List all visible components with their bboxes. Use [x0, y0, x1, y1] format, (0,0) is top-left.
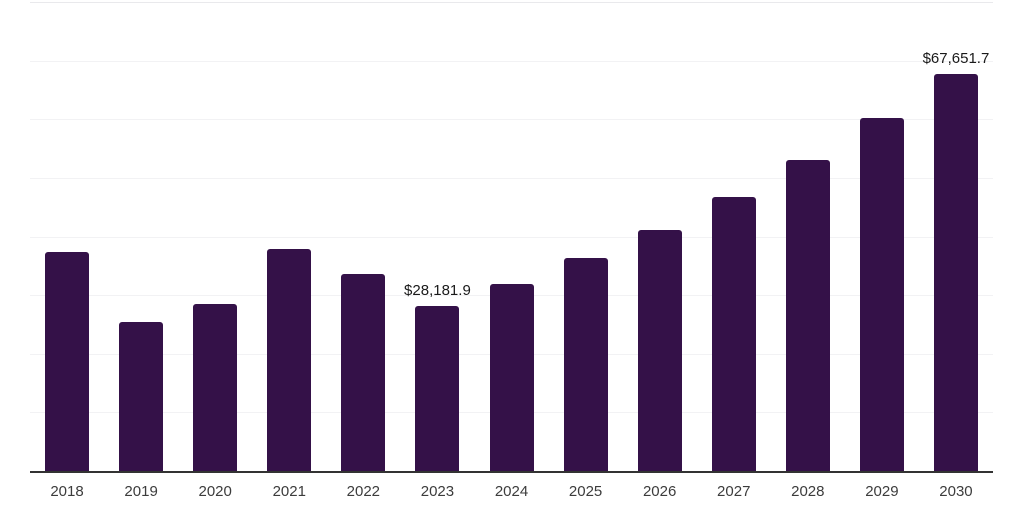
bar-2026 — [637, 230, 682, 471]
x-axis-line — [30, 471, 993, 473]
x-axis-tick-labels: 2018 2019 2020 2021 2022 2023 2024 2025 2026 2027… — [30, 483, 993, 500]
data-label-2030: $67,651.7 — [922, 50, 990, 68]
bar-2020 — [193, 303, 238, 471]
bar-2019 — [119, 321, 164, 471]
bar-2024 — [489, 284, 534, 471]
plot-area: $28,181.9 $67,651.7 — [30, 2, 993, 471]
data-label-2023: $28,181.9 — [404, 281, 471, 299]
gridline — [30, 119, 993, 121]
bar-2028 — [785, 159, 830, 471]
bar-2029 — [859, 117, 904, 471]
bar-2027 — [711, 197, 756, 471]
bar-2025 — [563, 257, 608, 471]
x-tick-label: 2018 — [50, 483, 84, 500]
x-tick-label: 2024 — [494, 483, 529, 500]
x-tick-label: 2023 — [420, 483, 455, 500]
x-tick-label: 2019 — [124, 483, 158, 500]
bar-2023 — [415, 305, 460, 471]
x-tick-label: 2027 — [717, 483, 751, 500]
x-tick-label: 2030 — [939, 483, 973, 500]
x-tick-label: 2020 — [198, 483, 232, 500]
bar-2021 — [267, 249, 312, 471]
bar-2018 — [45, 252, 90, 471]
x-tick-label: 2021 — [272, 483, 306, 500]
x-tick-label: 2022 — [346, 483, 381, 500]
x-tick-label: 2026 — [642, 483, 677, 500]
x-tick-label: 2029 — [865, 483, 899, 500]
gridline — [30, 2, 993, 3]
x-tick-label: 2025 — [568, 483, 603, 500]
gridline — [30, 60, 993, 62]
gridline — [30, 236, 993, 238]
bar-2030 — [933, 74, 978, 471]
x-tick-label: 2028 — [791, 483, 825, 500]
gridline — [30, 177, 993, 179]
bar-2022 — [341, 274, 386, 471]
